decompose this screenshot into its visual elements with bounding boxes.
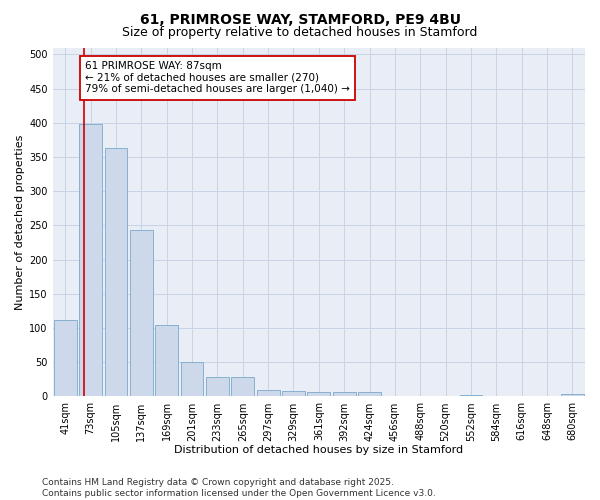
- Text: Contains HM Land Registry data © Crown copyright and database right 2025.
Contai: Contains HM Land Registry data © Crown c…: [42, 478, 436, 498]
- Bar: [181, 362, 203, 396]
- Bar: [232, 378, 254, 396]
- Bar: [358, 392, 381, 396]
- X-axis label: Distribution of detached houses by size in Stamford: Distribution of detached houses by size …: [174, 445, 463, 455]
- Text: Size of property relative to detached houses in Stamford: Size of property relative to detached ho…: [122, 26, 478, 39]
- Bar: [460, 395, 482, 396]
- Bar: [561, 394, 584, 396]
- Bar: [104, 148, 127, 396]
- Bar: [282, 391, 305, 396]
- Bar: [333, 392, 356, 396]
- Text: 61 PRIMROSE WAY: 87sqm
← 21% of detached houses are smaller (270)
79% of semi-de: 61 PRIMROSE WAY: 87sqm ← 21% of detached…: [85, 61, 350, 94]
- Text: 61, PRIMROSE WAY, STAMFORD, PE9 4BU: 61, PRIMROSE WAY, STAMFORD, PE9 4BU: [139, 12, 461, 26]
- Bar: [307, 392, 330, 396]
- Bar: [206, 378, 229, 396]
- Bar: [54, 320, 77, 396]
- Bar: [79, 124, 102, 396]
- Bar: [257, 390, 280, 396]
- Bar: [155, 324, 178, 396]
- Y-axis label: Number of detached properties: Number of detached properties: [15, 134, 25, 310]
- Bar: [130, 230, 153, 396]
